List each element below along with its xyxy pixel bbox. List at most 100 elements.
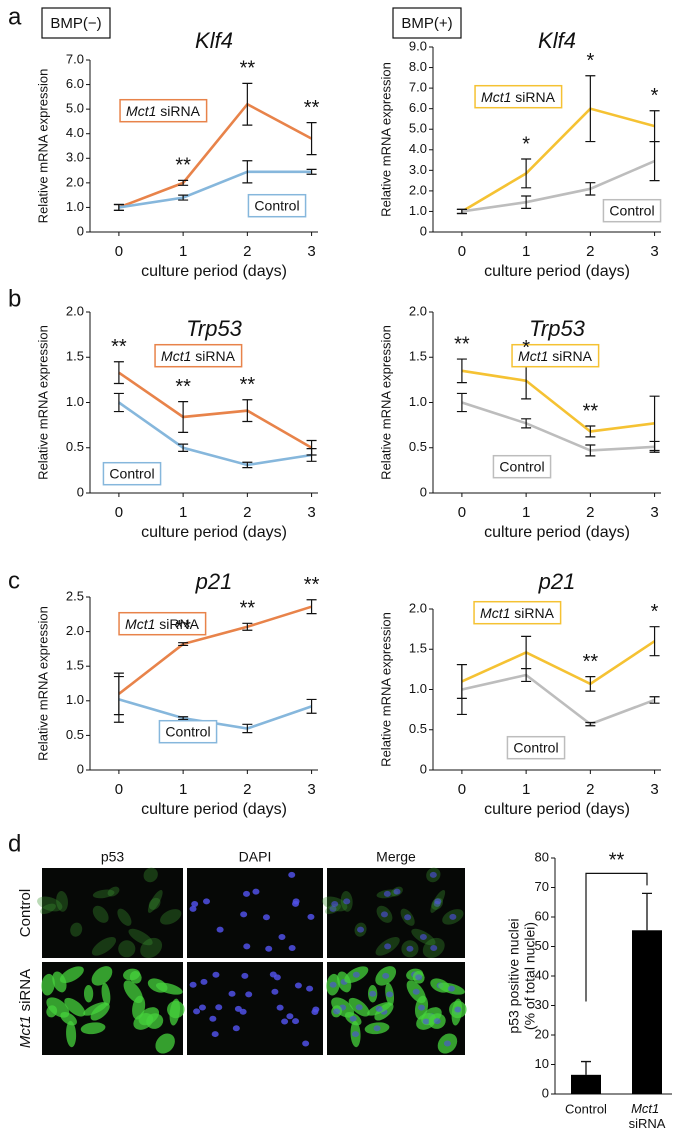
nucleus [352,1031,360,1038]
error-bar [521,158,532,189]
nucleus [307,913,315,920]
x-tick-label: 1 [179,781,187,798]
nucleus [355,1004,363,1011]
nucleus [281,1018,289,1025]
error-bar [585,425,596,438]
nucleus [216,926,224,933]
line [118,170,312,209]
nucleus [443,1040,451,1047]
nucleus [203,898,211,905]
x-tick-label: 0 [115,243,123,260]
nucleus [383,890,391,897]
y-tick-label: 7.0 [409,80,427,95]
nucleus [241,972,249,979]
micrograph-background [42,868,183,958]
error-bar [306,168,317,175]
error-bar [585,75,596,143]
y-tick-label: 0 [420,223,427,238]
error-bar [649,626,660,657]
error-bar [306,599,317,615]
nucleus [302,1040,310,1047]
legend-box [154,343,243,368]
y-tick-label: 2.5 [66,588,84,603]
line [461,369,655,433]
cell [92,889,115,899]
line [461,673,656,726]
x-tick-label: 2 [586,504,594,521]
x-tick-label: Mct1 siRNA [629,1101,666,1131]
significance-bracket [585,872,648,1002]
cell [167,1000,185,1019]
legend-label: Mct1 siRNA [125,616,200,632]
error-bar [306,122,317,156]
nucleus [384,943,392,950]
y-tick-label: 0.5 [66,727,84,742]
nucleus [329,905,337,912]
legend-label: Control [513,740,558,756]
cell [123,980,143,1004]
nucleus [200,978,208,985]
micrograph [37,867,183,959]
cell [143,867,158,883]
y-tick-label: 2.0 [66,174,84,189]
nucleus [329,981,337,988]
nucleus [406,945,414,952]
panel-label: c [8,567,20,594]
nucleus [265,945,273,952]
nucleus [422,1018,430,1025]
chart-title: p21 [538,569,576,594]
nucleus [429,871,437,878]
y-tick-label: 1.5 [409,641,427,656]
y-tick-label: 1.0 [409,681,427,696]
cell [83,984,94,1003]
x-tick-label: 3 [307,504,315,521]
x-axis-label: culture period (days) [484,801,630,818]
error-bar [521,418,532,429]
y-tick-label: 6.0 [66,76,84,91]
nucleus [357,926,365,933]
line [118,401,312,467]
nucleus [234,1005,242,1012]
micrograph-background [327,868,465,958]
x-axis-label: culture period (days) [484,524,630,541]
y-tick-label: 6.0 [409,100,427,115]
significance: ** [240,374,256,396]
x-tick-label: 0 [115,781,123,798]
error-bar [178,194,189,201]
error-bar [306,698,317,714]
cell [83,1002,108,1016]
nucleus [373,1025,381,1032]
nucleus [382,972,390,979]
y-tick-label: 5.0 [409,121,427,136]
nucleus [430,944,438,951]
cell [37,896,63,912]
panel-label: a [8,3,22,30]
nucleus [211,1031,219,1038]
error-bar [581,1060,591,1075]
cell [66,1020,77,1048]
cell [80,1022,106,1035]
significance: ** [304,97,320,119]
significance: ** [583,400,599,422]
significance: ** [111,336,127,358]
nucleus [215,1004,223,1011]
legend-box [102,461,162,486]
significance: ** [583,651,599,673]
line [118,371,313,449]
error-bar [585,182,596,196]
y-tick-label: 1.0 [66,394,84,409]
nucleus [212,971,220,978]
x-tick-label: 2 [586,781,594,798]
x-tick-label: 2 [243,781,251,798]
chart-title: Klf4 [195,28,233,53]
cell [147,889,163,913]
line [461,107,655,213]
y-tick-label: 2.0 [409,182,427,197]
nucleus [447,985,455,992]
column-header: p53 [101,849,125,865]
legend-box [247,193,307,218]
error-bar [113,675,124,723]
legend-box [473,600,562,625]
legend-box [602,198,662,223]
cell [128,928,153,946]
